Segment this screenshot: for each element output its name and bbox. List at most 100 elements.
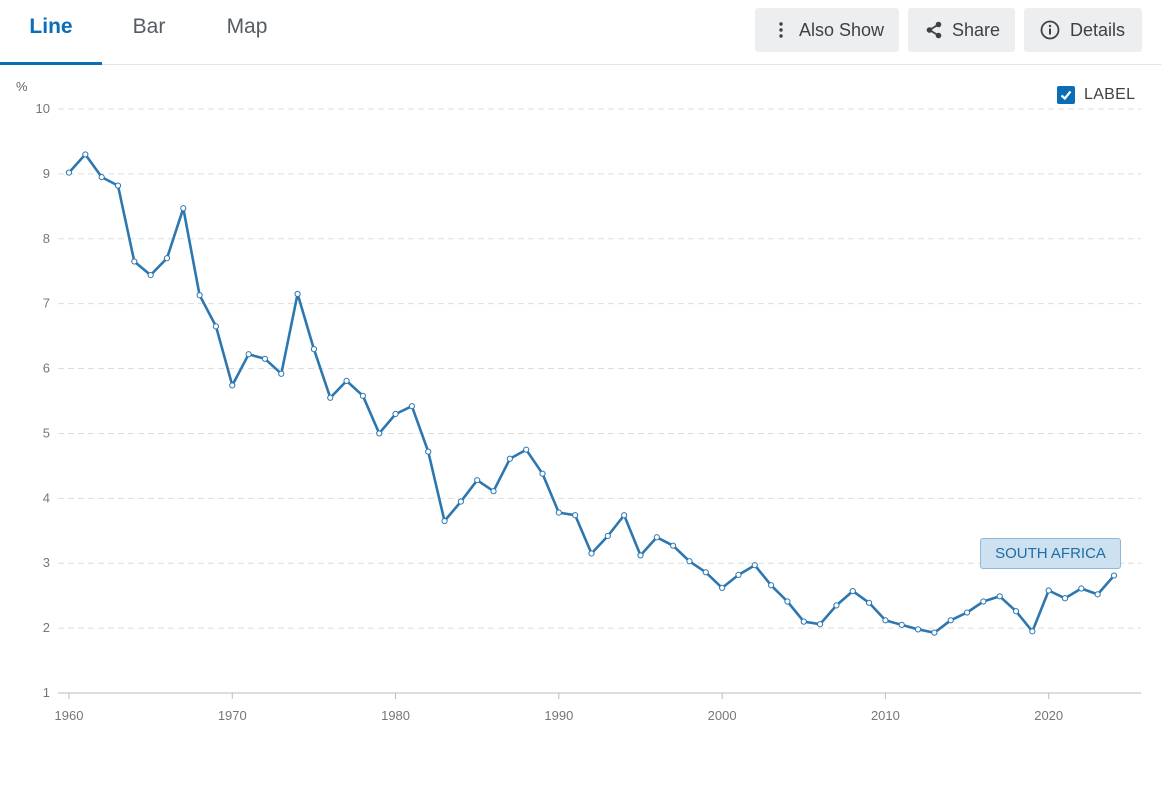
data-point: [65, 169, 73, 176]
y-axis-unit-label: %: [16, 79, 28, 94]
grid-lines: [58, 108, 1141, 629]
data-point: [294, 290, 301, 298]
share-button[interactable]: Share: [908, 8, 1015, 52]
data-point: [555, 509, 562, 516]
x-tick-label: 2010: [871, 708, 900, 723]
details-label: Details: [1070, 19, 1126, 40]
tab-bar[interactable]: Bar: [102, 0, 196, 65]
y-tick-label: 9: [43, 166, 50, 181]
also-show-label: Also Show: [799, 19, 885, 40]
data-point: [898, 621, 905, 628]
data-point: [343, 377, 350, 384]
data-point: [914, 626, 922, 633]
data-point: [849, 588, 856, 595]
data-point: [163, 255, 171, 262]
share-icon: [924, 21, 944, 39]
label-checkbox[interactable]: [1057, 86, 1075, 104]
data-point: [686, 558, 693, 565]
active-tab-indicator: [0, 62, 102, 65]
more-vertical-icon: [771, 22, 791, 38]
data-point: [768, 582, 775, 589]
data-point: [980, 598, 987, 605]
tab-bar-label: Bar: [132, 15, 166, 38]
data-point: [719, 584, 726, 591]
data-point: [996, 593, 1003, 600]
data-point: [457, 498, 464, 505]
data-point: [196, 292, 203, 299]
data-point: [490, 488, 497, 495]
details-button[interactable]: Details: [1024, 8, 1142, 52]
data-point: [229, 382, 236, 389]
data-point: [1110, 572, 1118, 579]
y-tick-label: 4: [43, 490, 50, 505]
data-point: [359, 392, 367, 399]
data-point: [653, 534, 660, 541]
x-tick-label: 2020: [1034, 708, 1063, 723]
data-point: [588, 550, 595, 557]
y-tick-label: 2: [43, 620, 50, 635]
label-toggle[interactable]: LABEL: [1057, 86, 1135, 104]
data-point: [376, 430, 383, 437]
data-point: [800, 618, 807, 625]
data-point: [816, 621, 824, 628]
y-tick-label: 5: [43, 425, 50, 440]
also-show-button[interactable]: Also Show: [755, 8, 899, 52]
info-icon: [1039, 20, 1061, 40]
data-point: [212, 323, 220, 330]
tab-line[interactable]: Line: [0, 0, 102, 65]
data-point: [1094, 591, 1101, 598]
tab-map-label: Map: [226, 15, 268, 38]
data-point: [245, 351, 252, 358]
series-label-south-africa: SOUTH AFRICA: [980, 538, 1121, 569]
data-point: [702, 569, 709, 576]
x-tick-label: 1960: [55, 708, 84, 723]
data-point: [114, 182, 122, 189]
data-point: [1029, 628, 1036, 635]
tab-map[interactable]: Map: [196, 0, 298, 65]
data-point: [1078, 585, 1085, 592]
data-point: [441, 517, 448, 525]
y-tick-label: 10: [36, 101, 50, 116]
data-point: [882, 617, 889, 624]
data-point: [637, 552, 644, 559]
data-point: [98, 174, 105, 181]
x-tick-label: 1990: [544, 708, 573, 723]
tab-line-label: Line: [29, 15, 73, 38]
data-point: [1061, 595, 1069, 602]
x-tick-label: 2000: [708, 708, 737, 723]
data-point: [506, 455, 513, 462]
x-tick-label: 1970: [218, 708, 247, 723]
data-point: [963, 609, 971, 616]
y-tick-label: 3: [43, 555, 50, 570]
data-point: [474, 477, 481, 484]
chart-toolbar: Line Bar Map Also Show Share Details: [0, 0, 1161, 65]
data-point: [147, 272, 154, 279]
y-tick-label: 8: [43, 231, 50, 246]
data-point: [278, 370, 285, 377]
data-point: [392, 410, 399, 418]
data-point: [82, 151, 89, 158]
label-toggle-text: LABEL: [1084, 86, 1136, 103]
data-point: [523, 446, 530, 453]
checkmark-icon: [1060, 90, 1072, 101]
y-tick-label: 7: [43, 296, 50, 311]
series-line-south-africa: [68, 153, 1115, 635]
data-point: [310, 345, 318, 353]
data-point: [670, 542, 677, 549]
series-layer: [65, 151, 1118, 636]
share-label: Share: [952, 19, 1001, 40]
data-point: [327, 394, 334, 401]
data-point: [131, 258, 138, 265]
x-tick-label: 1980: [381, 708, 410, 723]
axes: 1 2 3 4 5 6 7 8 9 10 1960 1970 1980 1990 2000 2010 2020: [36, 101, 1141, 723]
data-point: [931, 629, 938, 636]
y-tick-label: 6: [43, 361, 50, 376]
data-point: [784, 598, 791, 605]
data-point: [1045, 587, 1052, 594]
data-point: [539, 470, 546, 477]
data-point: [947, 617, 954, 624]
data-point: [865, 599, 873, 606]
y-tick-label: 1: [43, 685, 50, 700]
data-point: [572, 512, 579, 519]
